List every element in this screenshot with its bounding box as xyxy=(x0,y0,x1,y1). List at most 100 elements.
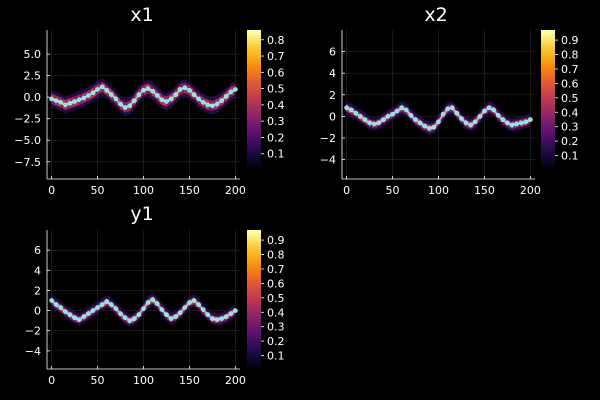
heatmap-cell xyxy=(212,96,215,101)
heatmap-cell xyxy=(158,299,160,304)
heatmap-cell xyxy=(85,309,87,313)
heatmap-cell xyxy=(428,131,431,135)
heatmap-cell xyxy=(131,94,134,98)
x-tick-label: 0 xyxy=(343,184,350,197)
heatmap-cell xyxy=(448,102,450,106)
heatmap-cell xyxy=(183,309,185,313)
colorbar-segment xyxy=(247,132,261,136)
heatmap-cell xyxy=(198,299,201,303)
heatmap-cell xyxy=(486,109,489,114)
heatmap-cell xyxy=(391,107,394,111)
heatmap-cell xyxy=(51,304,54,308)
heatmap-cell xyxy=(354,115,356,119)
heatmap-cell xyxy=(131,320,134,324)
heatmap-cell xyxy=(123,312,125,317)
heatmap-cell xyxy=(194,295,196,299)
heatmap-cell xyxy=(198,104,201,109)
heatmap-cell xyxy=(121,100,124,104)
heatmap-cell xyxy=(92,304,94,308)
heatmap-cell xyxy=(521,116,523,120)
heatmap-cell xyxy=(494,112,497,117)
heatmap-cell xyxy=(352,104,354,108)
heatmap-cell xyxy=(513,127,515,132)
heatmap-cell xyxy=(221,105,224,109)
heatmap-cell xyxy=(85,315,88,319)
heatmap-cell xyxy=(194,301,196,306)
colorbar-segment xyxy=(247,246,261,250)
heatmap-cell xyxy=(102,78,104,83)
heatmap-cell xyxy=(143,95,146,99)
heatmap-cell xyxy=(73,106,76,111)
heatmap-cell xyxy=(368,118,370,122)
colorbar-segment xyxy=(247,95,261,99)
heatmap-cell xyxy=(94,86,96,90)
heatmap-cell xyxy=(349,112,352,116)
heatmap-cell xyxy=(82,93,84,97)
heatmap-cell xyxy=(187,84,189,88)
heatmap-cell xyxy=(122,318,125,323)
heatmap-cell xyxy=(155,96,158,100)
heatmap-cell xyxy=(507,124,510,128)
heatmap-cell xyxy=(188,95,191,99)
heatmap-cell xyxy=(141,303,144,307)
heatmap-cell xyxy=(74,318,77,322)
heatmap-cell xyxy=(374,124,376,128)
heatmap-cell xyxy=(108,297,111,301)
heatmap-cell xyxy=(120,96,123,100)
heatmap-cell xyxy=(73,310,75,315)
heatmap-cell xyxy=(77,105,80,109)
heatmap-cell xyxy=(495,116,498,120)
heatmap-cell xyxy=(73,311,76,315)
heatmap-cell xyxy=(378,118,380,123)
heatmap-cell xyxy=(389,116,391,120)
heatmap-cell xyxy=(218,313,220,317)
heatmap-cell xyxy=(76,95,79,99)
heatmap-cell xyxy=(141,304,143,309)
heatmap-cell xyxy=(178,81,181,86)
heatmap-cell xyxy=(101,88,103,92)
heatmap-cell xyxy=(171,99,173,104)
heatmap-cell xyxy=(169,311,171,315)
heatmap-cell xyxy=(425,127,427,131)
heatmap-cell xyxy=(130,322,133,326)
heatmap-cell xyxy=(196,92,198,96)
heatmap-cell xyxy=(74,103,77,107)
heatmap-cell xyxy=(51,94,54,98)
heatmap-cell xyxy=(222,93,225,98)
heatmap-cell xyxy=(225,87,228,91)
heatmap-cell xyxy=(216,322,218,326)
heatmap-cell xyxy=(144,91,147,95)
heatmap-cell xyxy=(428,121,431,125)
heatmap-cell xyxy=(467,117,469,121)
heatmap-cell xyxy=(463,124,466,128)
heatmap-cell xyxy=(198,100,200,104)
heatmap-cell xyxy=(168,94,171,99)
heatmap-cell xyxy=(487,111,489,115)
colorbar-tick-label: 0.9 xyxy=(267,234,285,247)
heatmap-cell xyxy=(54,306,57,310)
colorbar-segment xyxy=(247,65,261,68)
heatmap-cell xyxy=(104,303,106,307)
heatmap-cell xyxy=(473,125,476,129)
heatmap-cell xyxy=(166,102,169,107)
heatmap-cell xyxy=(87,316,90,320)
heatmap-cell xyxy=(219,321,221,326)
heatmap-cell xyxy=(139,316,141,320)
heatmap-cell xyxy=(464,125,466,129)
heatmap-cell xyxy=(512,120,514,124)
colorbar-segment xyxy=(247,158,261,162)
heatmap-cell xyxy=(216,98,218,103)
heatmap-cell xyxy=(168,101,171,106)
heatmap-cell xyxy=(425,120,428,124)
heatmap-cell xyxy=(72,107,74,111)
heatmap-cell xyxy=(151,303,153,307)
data-point xyxy=(426,125,432,131)
colorbar-segment xyxy=(247,276,261,280)
heatmap-cell xyxy=(99,93,102,97)
heatmap-cell xyxy=(173,101,175,105)
heatmap-cell xyxy=(95,302,97,306)
heatmap-cell xyxy=(86,87,89,91)
heatmap-cell xyxy=(213,319,216,323)
heatmap-cell xyxy=(419,116,421,120)
heatmap-cell xyxy=(373,127,375,131)
